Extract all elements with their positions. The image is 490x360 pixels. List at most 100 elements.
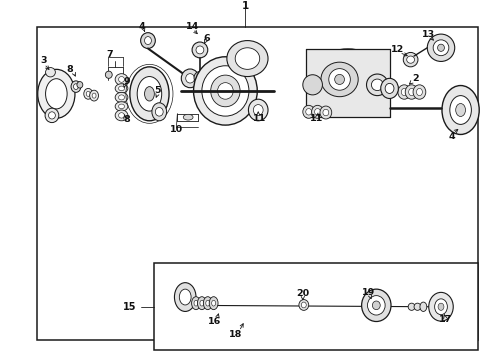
Text: 11: 11: [309, 114, 323, 123]
Ellipse shape: [90, 90, 98, 101]
Ellipse shape: [303, 75, 322, 95]
Ellipse shape: [145, 37, 151, 45]
Ellipse shape: [385, 84, 394, 94]
Ellipse shape: [403, 53, 418, 67]
Text: 3: 3: [41, 56, 48, 65]
Ellipse shape: [433, 40, 449, 56]
Ellipse shape: [92, 93, 96, 98]
Ellipse shape: [321, 62, 358, 97]
Text: 8: 8: [67, 65, 74, 74]
Ellipse shape: [119, 104, 124, 109]
Ellipse shape: [119, 95, 124, 100]
Text: 13: 13: [422, 30, 435, 39]
Ellipse shape: [381, 78, 398, 99]
Ellipse shape: [450, 96, 471, 125]
Ellipse shape: [206, 300, 210, 306]
Ellipse shape: [416, 89, 422, 96]
Ellipse shape: [130, 67, 169, 121]
Text: 1: 1: [242, 1, 248, 12]
Ellipse shape: [115, 110, 128, 121]
Ellipse shape: [372, 301, 380, 310]
Text: 5: 5: [154, 86, 161, 95]
Bar: [306, 49, 390, 117]
Text: 18: 18: [228, 330, 242, 339]
Ellipse shape: [299, 300, 309, 310]
Text: 14: 14: [186, 22, 199, 31]
Bar: [154, 263, 478, 350]
Ellipse shape: [371, 79, 383, 91]
Ellipse shape: [362, 289, 391, 321]
Ellipse shape: [303, 105, 315, 118]
Ellipse shape: [119, 86, 124, 91]
Ellipse shape: [115, 93, 128, 103]
Ellipse shape: [46, 68, 55, 77]
Text: 7: 7: [106, 50, 113, 59]
Ellipse shape: [367, 74, 388, 96]
Ellipse shape: [46, 79, 67, 109]
Bar: [37, 27, 478, 340]
Ellipse shape: [194, 72, 206, 84]
Ellipse shape: [398, 85, 411, 99]
Ellipse shape: [427, 34, 455, 62]
Ellipse shape: [435, 299, 447, 315]
Text: 4: 4: [139, 22, 146, 31]
Ellipse shape: [115, 84, 128, 93]
Ellipse shape: [212, 300, 216, 306]
Ellipse shape: [38, 69, 75, 118]
Ellipse shape: [174, 283, 196, 311]
Ellipse shape: [409, 89, 415, 96]
Ellipse shape: [323, 109, 329, 116]
Text: 17: 17: [439, 315, 453, 324]
Ellipse shape: [155, 108, 163, 116]
Text: 8: 8: [123, 115, 130, 124]
Text: 6: 6: [203, 33, 210, 42]
Ellipse shape: [456, 104, 466, 117]
Ellipse shape: [438, 44, 444, 51]
Ellipse shape: [152, 103, 167, 121]
Ellipse shape: [105, 71, 112, 78]
Ellipse shape: [49, 112, 55, 119]
Ellipse shape: [192, 42, 208, 58]
Ellipse shape: [218, 83, 233, 99]
Ellipse shape: [137, 77, 162, 111]
Ellipse shape: [74, 84, 78, 90]
Ellipse shape: [86, 91, 90, 96]
Ellipse shape: [77, 82, 83, 88]
Ellipse shape: [71, 81, 81, 93]
Ellipse shape: [401, 89, 407, 96]
Ellipse shape: [179, 289, 191, 305]
Text: 12: 12: [391, 45, 405, 54]
Ellipse shape: [420, 302, 427, 311]
Ellipse shape: [45, 108, 59, 123]
Text: 19: 19: [362, 288, 375, 297]
Ellipse shape: [306, 109, 312, 115]
Ellipse shape: [306, 49, 390, 117]
Ellipse shape: [335, 75, 344, 85]
Ellipse shape: [413, 85, 426, 99]
Ellipse shape: [183, 114, 193, 120]
Ellipse shape: [119, 77, 124, 82]
Ellipse shape: [197, 297, 206, 310]
Ellipse shape: [209, 297, 218, 310]
Ellipse shape: [438, 303, 444, 310]
Text: 4: 4: [449, 132, 456, 141]
Ellipse shape: [429, 292, 453, 321]
Ellipse shape: [312, 105, 323, 118]
Ellipse shape: [414, 303, 421, 310]
Ellipse shape: [405, 85, 418, 99]
Ellipse shape: [196, 46, 204, 54]
Ellipse shape: [442, 86, 479, 135]
Text: 16: 16: [208, 317, 221, 326]
Ellipse shape: [115, 74, 128, 85]
Ellipse shape: [145, 87, 154, 101]
Ellipse shape: [301, 302, 306, 308]
Ellipse shape: [407, 56, 415, 63]
Text: 2: 2: [412, 74, 419, 83]
Ellipse shape: [320, 106, 332, 119]
Ellipse shape: [119, 113, 124, 118]
Ellipse shape: [329, 69, 350, 90]
Ellipse shape: [186, 74, 195, 83]
Ellipse shape: [115, 102, 128, 111]
Ellipse shape: [253, 105, 263, 116]
Ellipse shape: [408, 303, 415, 310]
